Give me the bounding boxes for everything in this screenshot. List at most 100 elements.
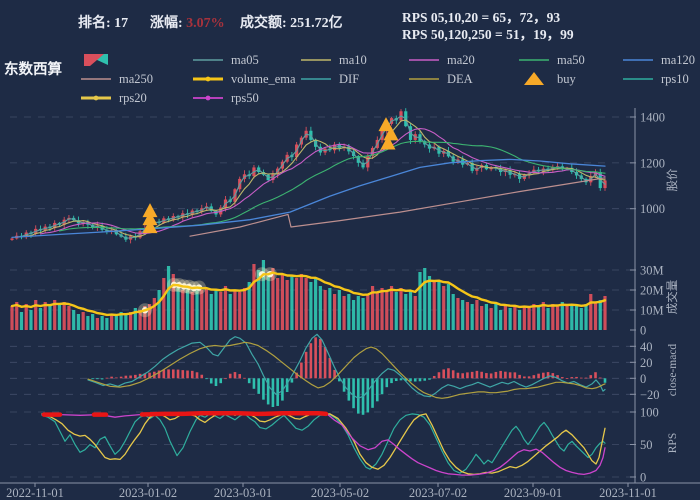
x-tick-label: 2023-09-01: [504, 486, 562, 500]
volume-bar: [110, 314, 114, 330]
volume-bar: [266, 274, 270, 330]
volume-bar: [361, 298, 365, 330]
volume-bar: [475, 300, 479, 330]
macd-tick-label: 40: [640, 340, 653, 354]
volume-bar: [394, 292, 398, 330]
macd-tick-label: −20: [640, 388, 660, 402]
legend-label-ma05: ma05: [231, 52, 259, 67]
volume-bar: [508, 308, 512, 330]
macd-hist-bar: [603, 378, 607, 383]
macd-hist-bar: [399, 378, 403, 381]
volume-bar: [522, 306, 526, 330]
macd-hist-bar: [532, 375, 536, 379]
volume-bar: [593, 302, 598, 330]
volume-bar: [181, 290, 185, 330]
x-tick-label: 2023-05-02: [311, 486, 369, 500]
macd-hist-bar: [233, 372, 237, 379]
legend-item-dif[interactable]: DIF: [300, 71, 359, 87]
legend-label-dea: DEA: [447, 71, 473, 86]
volume-bar: [461, 300, 465, 330]
legend-label-volume_ema: volume_ema: [231, 71, 296, 86]
volume-bar: [247, 282, 251, 330]
macd-hist-bar: [537, 373, 540, 379]
legend-item-ma05[interactable]: ma05: [192, 52, 259, 68]
legend-label-rps50: rps50: [231, 90, 259, 105]
buy-marker-triangle-icon: [383, 126, 399, 141]
ma250-line: [189, 177, 606, 237]
dea-line: [87, 341, 606, 399]
volume-bar: [484, 304, 488, 330]
macd-hist-bar: [366, 378, 370, 413]
macd-hist-bar: [375, 378, 379, 402]
volume-bar: [546, 308, 550, 330]
macd-hist-bar: [466, 372, 469, 379]
legend-item-rps10[interactable]: rps10: [622, 71, 689, 87]
volume-bar: [603, 296, 607, 330]
macd-hist-bar: [176, 369, 180, 379]
legend-item-volume_ema[interactable]: volume_ema: [192, 71, 296, 87]
legend-item-buy[interactable]: buy: [518, 71, 576, 87]
macd-hist-bar: [219, 378, 223, 384]
legend-item-rps20[interactable]: rps20: [80, 90, 147, 106]
rps20-line: [41, 412, 606, 476]
volume-bar: [129, 312, 133, 330]
volume-bar: [404, 294, 408, 330]
volume-bar: [38, 308, 43, 330]
header-turnover: 成交额: 251.72亿: [240, 12, 343, 32]
rps50-highlight-segment: [139, 411, 329, 417]
macd-tick-label: 20: [640, 356, 653, 370]
macd-hist-bar: [171, 369, 175, 379]
macd-hist-bar: [266, 378, 270, 405]
macd-hist-bar: [186, 370, 189, 379]
volume_ema-swatch-icon: [193, 76, 223, 82]
x-tick-label: 2023-01-02: [119, 486, 177, 500]
volume-bar: [541, 302, 545, 330]
legend-label-ma250: ma250: [119, 71, 154, 86]
macd-hist-bar: [309, 343, 313, 379]
volume-tick-label: 30M: [640, 264, 664, 278]
volume-bar: [370, 286, 375, 330]
buy-marker-triangle-icon: [142, 219, 158, 234]
legend-item-ma50[interactable]: ma50: [518, 52, 585, 68]
rps10-line: [41, 413, 606, 474]
macd-hist-bar: [134, 374, 137, 379]
buy-marker-triangle-icon: [380, 135, 396, 150]
x-tick-label: 2022-11-01: [6, 486, 64, 500]
rps10-line: [41, 413, 606, 474]
panel-label-price: 股价: [666, 168, 679, 191]
rps10-swatch-icon: [623, 78, 653, 80]
volume-bar: [366, 294, 370, 330]
volume-bar: [351, 300, 356, 330]
legend-item-ma250[interactable]: ma250: [80, 71, 153, 87]
rps50-swatch-icon: [193, 95, 223, 101]
legend-item-ma20[interactable]: ma20: [408, 52, 475, 68]
macd-hist-bar: [499, 370, 502, 379]
macd-hist-bar: [470, 371, 474, 379]
volume-bar: [95, 318, 99, 330]
macd-hist-bar: [513, 372, 517, 379]
legend-item-rps50[interactable]: rps50: [192, 90, 259, 106]
legend-item-candle[interactable]: [80, 52, 112, 68]
candle-body: [10, 238, 14, 240]
macd-hist-bar: [105, 377, 109, 379]
legend-label-buy: buy: [557, 71, 576, 86]
ma20-swatch-icon: [409, 59, 439, 61]
macd-tick-label: 0: [640, 372, 646, 386]
volume-bar: [432, 282, 436, 330]
legend-item-ma10[interactable]: ma10: [300, 52, 367, 68]
volume-bar: [574, 306, 579, 330]
legend-item-dea[interactable]: DEA: [408, 71, 473, 87]
candle-swatch-icon: [84, 54, 108, 66]
macd-hist-bar: [442, 369, 446, 379]
header-rps-short: RPS 05,10,20 = 65，72，93: [402, 10, 561, 25]
legend-item-ma120[interactable]: ma120: [622, 52, 695, 68]
volume-bar: [57, 304, 62, 330]
macd-hist-bar: [290, 378, 294, 383]
x-tick-label: 2023-03-01: [214, 486, 272, 500]
volume-bar: [385, 290, 389, 330]
macd-hist-bar: [456, 372, 460, 379]
macd-hist-bar: [167, 369, 170, 379]
volume-bar: [570, 304, 574, 330]
panel-label-macd: close-macd: [667, 344, 679, 397]
